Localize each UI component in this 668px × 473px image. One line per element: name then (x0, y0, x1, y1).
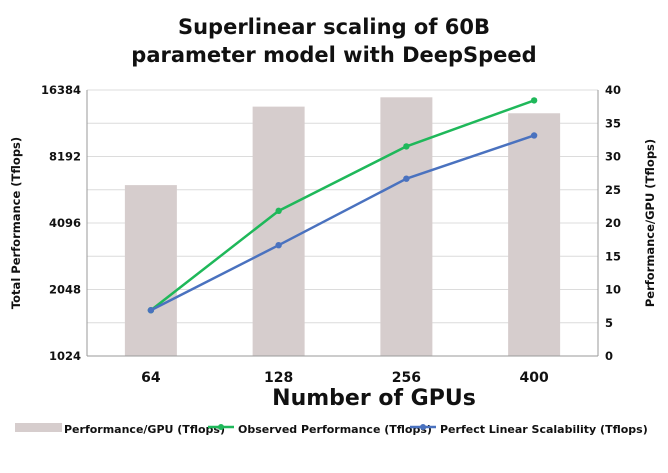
y-tick-right: 25 (605, 183, 621, 197)
y-tick-right: 10 (605, 283, 621, 297)
bar (508, 113, 561, 357)
legend-label-perfect-linear: Perfect Linear Scalability (Tflops) (440, 423, 648, 436)
data-point (530, 132, 538, 139)
legend-swatch-performance-per-gpu (15, 423, 62, 432)
legend-label-observed-performance: Observed Performance (Tflops) (238, 423, 432, 436)
bar-series (124, 97, 561, 357)
line-series (147, 97, 538, 314)
legend-label-performance-per-gpu: Performance/GPU (Tflops) (64, 423, 225, 436)
y-axis-right-label: Performance/GPU (Tflops) (643, 139, 657, 307)
legend-marker-perfect-linear (420, 424, 426, 430)
y-tick-right: 30 (605, 150, 621, 164)
x-tick-label: 256 (392, 370, 421, 386)
bar (380, 97, 433, 356)
x-axis-label: Number of GPUs (272, 386, 476, 411)
data-point (275, 207, 282, 215)
x-tick-label: 128 (264, 370, 293, 386)
y-tick-left: 16384 (41, 83, 81, 97)
y-tick-left: 1024 (49, 349, 81, 363)
y-tick-right: 15 (605, 249, 621, 263)
y-tick-right: 5 (605, 316, 613, 330)
bar (252, 106, 305, 356)
y-tick-right: 20 (605, 216, 621, 230)
legend-marker-observed-performance (218, 424, 224, 430)
y-tick-right: 40 (605, 83, 621, 97)
y-tick-left: 8192 (49, 150, 81, 164)
x-tick-label: 400 (520, 370, 549, 386)
right-axis-ticks: 0 5 10 15 20 25 30 35 40 (605, 83, 621, 363)
data-point (403, 175, 410, 182)
data-point (147, 307, 155, 314)
y-axis-left-label: Total Performance (Tflops) (9, 137, 23, 309)
left-axis-ticks: 1024 2048 4096 8192 16384 (41, 83, 81, 363)
y-tick-right: 0 (605, 349, 613, 363)
data-point (275, 241, 282, 249)
bar (124, 185, 177, 356)
chart-title-line-2: parameter model with DeepSpeed (131, 43, 536, 67)
axes (86, 90, 599, 357)
y-tick-right: 35 (605, 116, 621, 130)
y-tick-left: 4096 (49, 216, 81, 230)
y-tick-left: 2048 (49, 283, 81, 297)
x-axis-ticks: 64 128 256 400 (141, 370, 549, 386)
data-point (403, 143, 410, 150)
data-point (530, 97, 538, 104)
chart-title-line-1: Superlinear scaling of 60B (178, 15, 490, 39)
legend: Performance/GPU (Tflops) Observed Perfor… (15, 423, 648, 436)
series-line (150, 99, 535, 312)
x-tick-label: 64 (141, 370, 161, 386)
series-line (150, 134, 535, 312)
